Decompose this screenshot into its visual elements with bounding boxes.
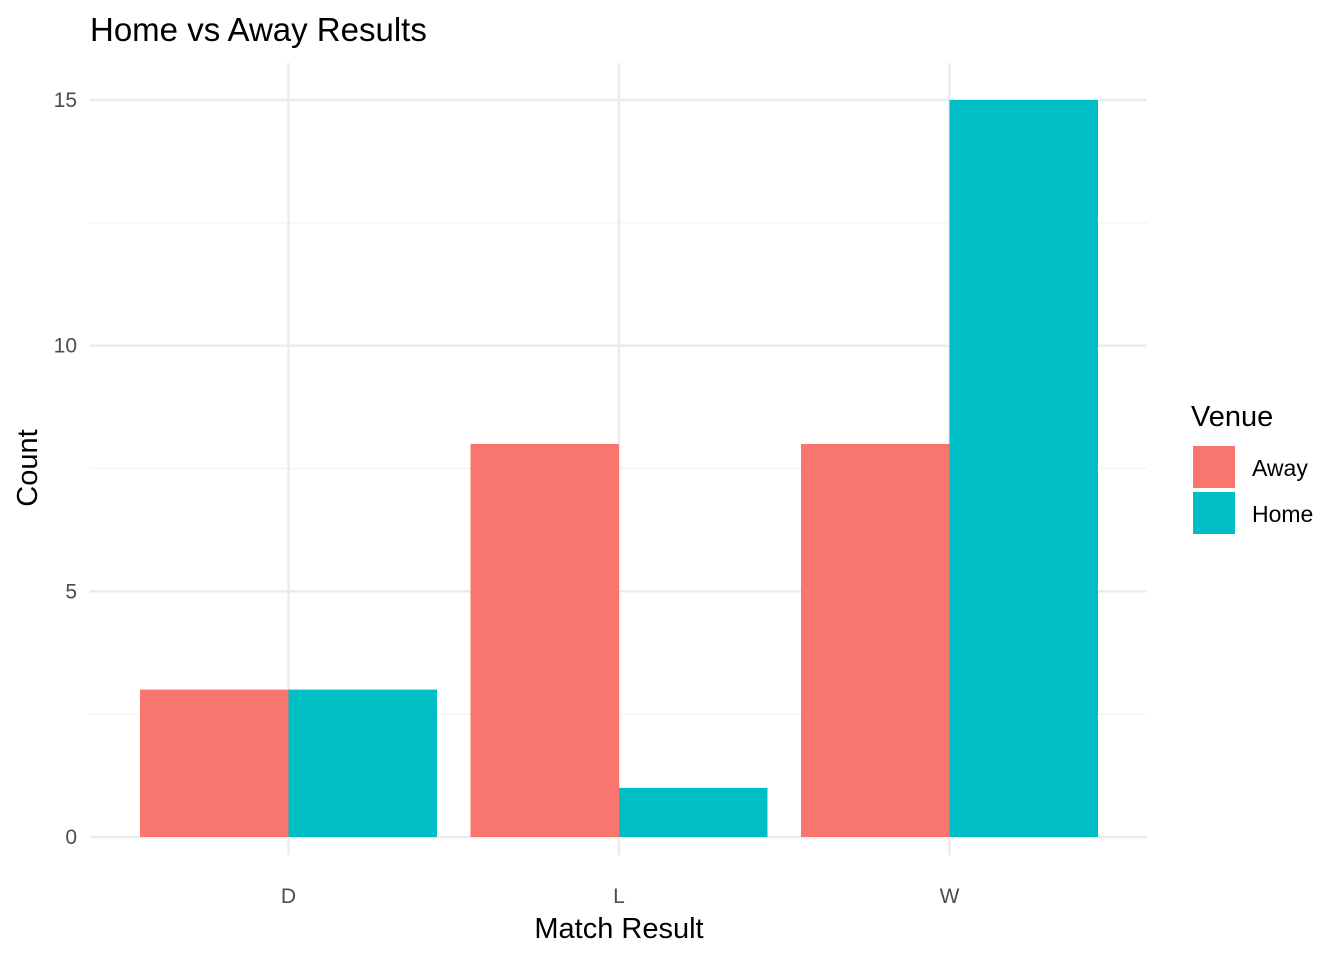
x-axis-title: Match Result (534, 913, 703, 945)
legend-key-away (1193, 446, 1235, 488)
legend-items: Away Home (1193, 446, 1313, 534)
x-tick-label: W (940, 885, 960, 908)
bar-home-w (949, 100, 1098, 837)
y-axis-title: Count (12, 429, 44, 506)
bar-away-d (140, 689, 289, 837)
chart-title: Home vs Away Results (90, 11, 427, 48)
y-tick-label: 10 (54, 335, 77, 358)
bar-away-w (801, 443, 950, 837)
x-tick-label: D (281, 885, 296, 908)
y-tick-label: 5 (65, 580, 77, 603)
legend-title: Venue (1191, 401, 1273, 433)
bars (140, 100, 1098, 837)
bar-away-l (470, 443, 619, 837)
y-tick-label: 15 (54, 89, 77, 112)
bar-home-l (619, 787, 768, 837)
legend: Venue Away Home (1191, 401, 1313, 534)
y-tick-labels: 0 5 10 15 (54, 89, 77, 849)
legend-label-home: Home (1252, 501, 1313, 527)
y-tick-label: 0 (65, 826, 77, 849)
legend-key-home (1193, 492, 1235, 534)
bar-home-d (288, 689, 437, 837)
x-tick-label: L (613, 885, 625, 908)
legend-label-away: Away (1252, 455, 1308, 481)
